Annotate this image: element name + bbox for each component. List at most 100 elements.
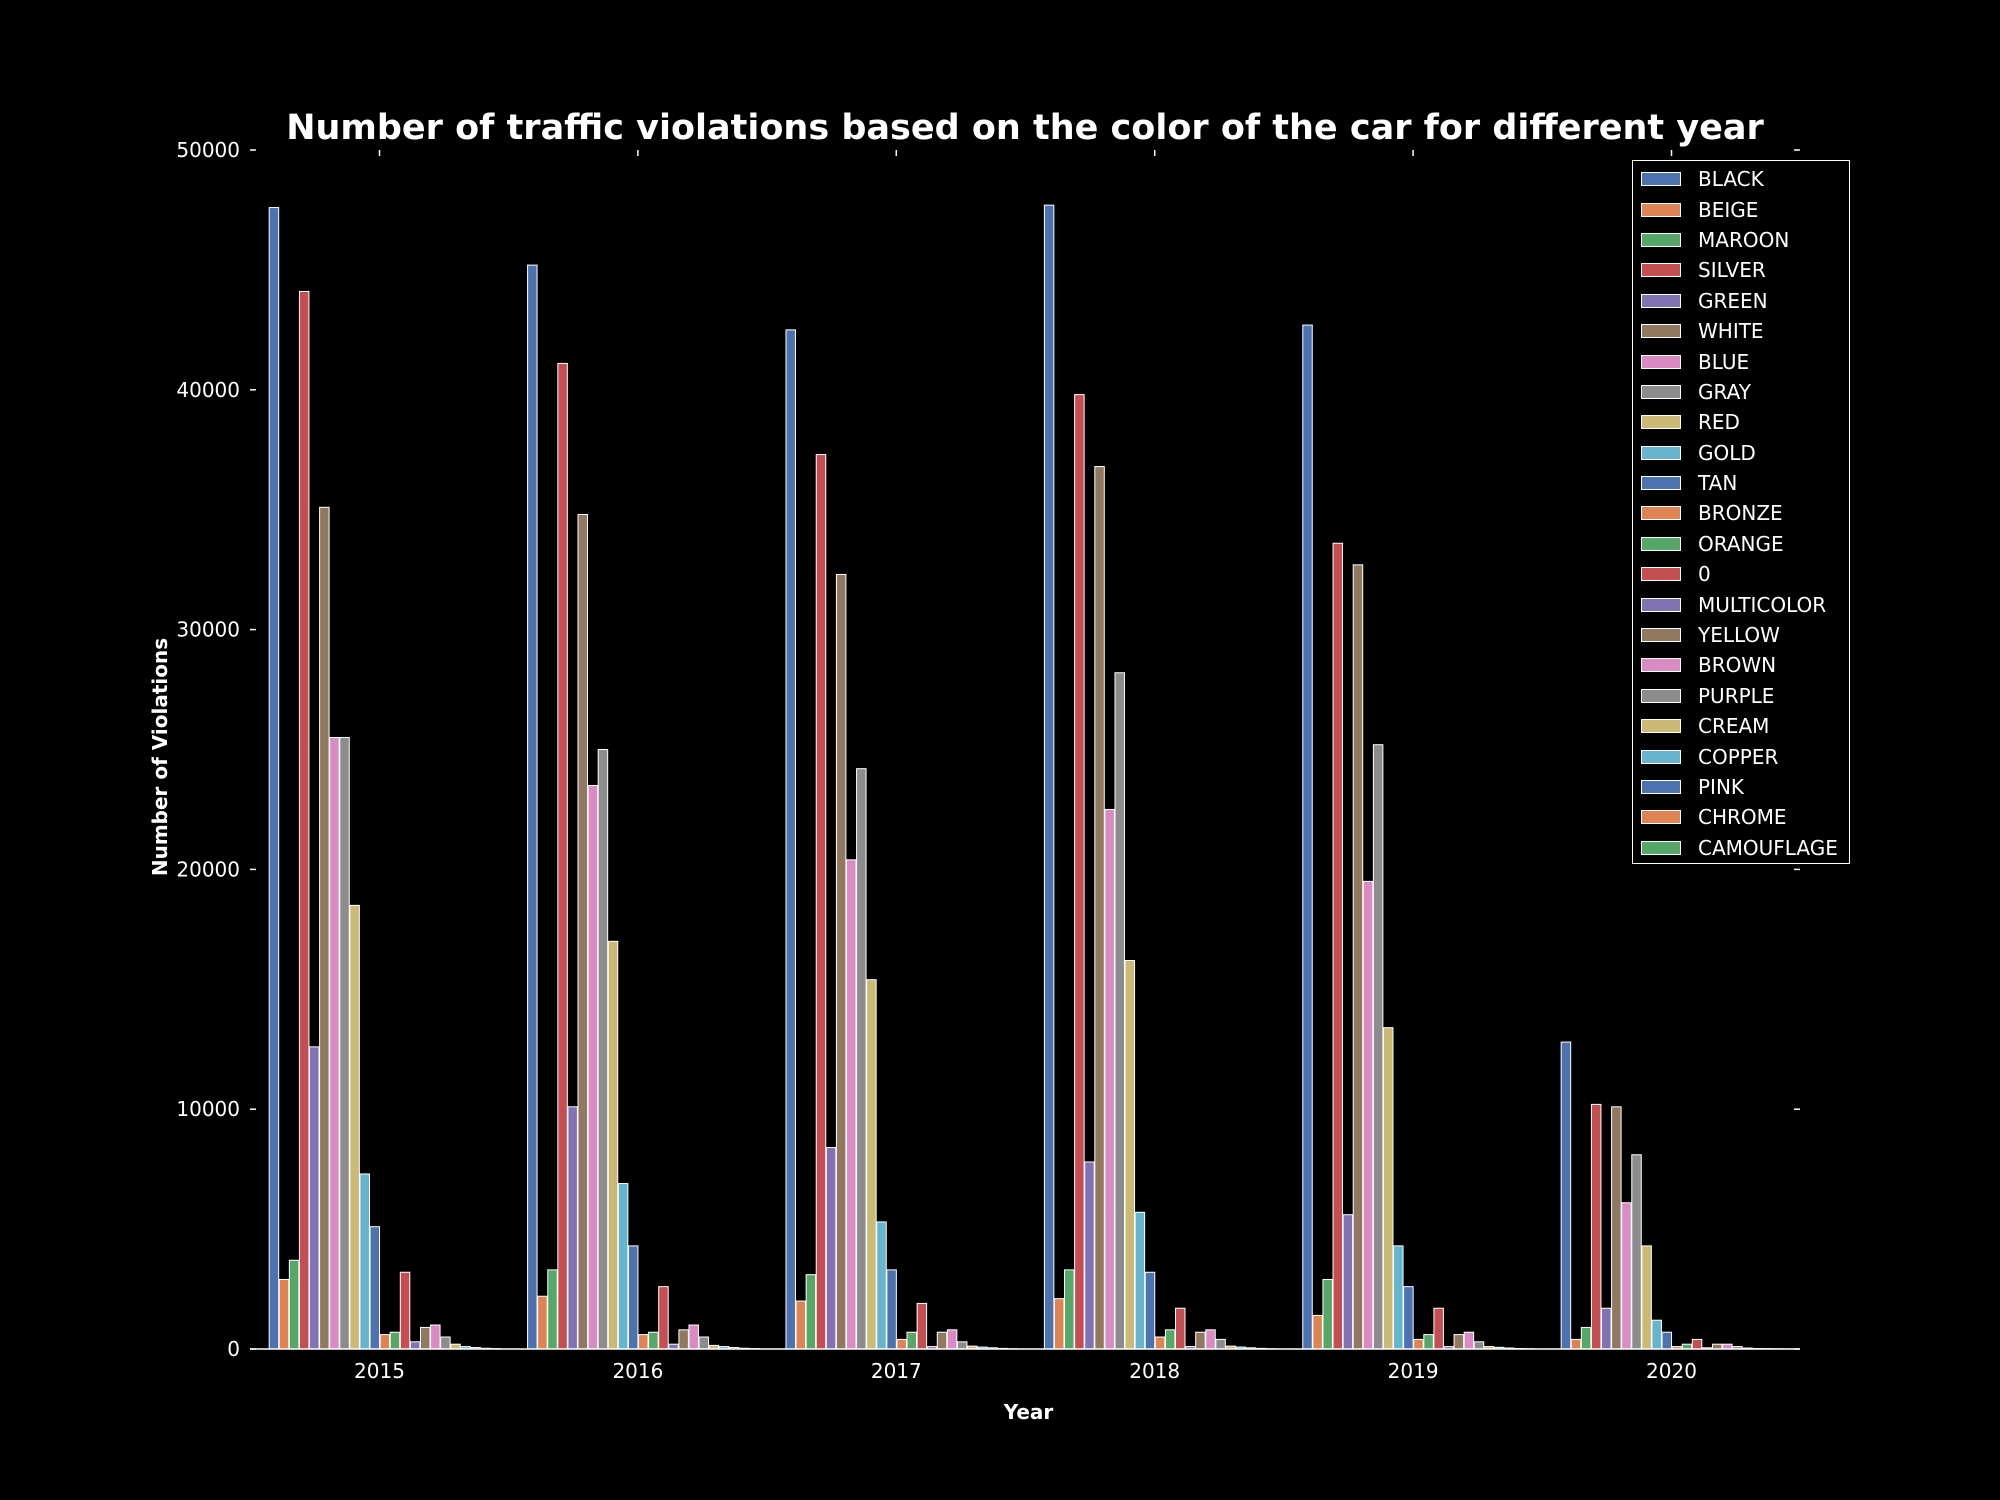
bar-red-2019 — [1382, 1027, 1394, 1350]
bar-green-2016 — [567, 1106, 578, 1350]
legend-item-brown: BROWN — [1633, 650, 1849, 680]
y-axis-title: Number of Violations — [148, 637, 172, 877]
legend-item-orange: ORANGE — [1633, 529, 1849, 559]
legend-item-green: GREEN — [1633, 286, 1849, 316]
bar-red-2016 — [607, 940, 619, 1350]
x-tick-label: 2019 — [1388, 1359, 1439, 1383]
legend-swatch — [1641, 232, 1681, 247]
legend-swatch — [1641, 506, 1681, 521]
bar-0-2018 — [1175, 1307, 1186, 1350]
bar-maroon-2019 — [1322, 1278, 1333, 1350]
legend-swatch — [1641, 688, 1681, 703]
legend-item-multicolor: MULTICOLOR — [1633, 589, 1849, 619]
legend-label: BLUE — [1698, 349, 1750, 374]
bar-white-2015 — [319, 506, 330, 1350]
legend-swatch — [1641, 202, 1681, 217]
bar-black-2020 — [1560, 1041, 1572, 1350]
bar-tan-2018 — [1144, 1271, 1156, 1350]
legend-item-maroon: MAROON — [1633, 225, 1849, 255]
legend-label: GOLD — [1698, 440, 1756, 465]
bar-white-2017 — [835, 573, 847, 1350]
bar-0-2019 — [1433, 1307, 1444, 1350]
bar-tan-2019 — [1403, 1286, 1414, 1350]
bar-black-2018 — [1043, 204, 1055, 1350]
legend-swatch — [1641, 324, 1681, 339]
y-tick-label: 20000 — [176, 857, 240, 881]
bar-yellow-2017 — [936, 1331, 948, 1350]
legend-swatch — [1641, 293, 1681, 308]
bar-blue-2020 — [1621, 1202, 1632, 1350]
legend-label: CHROME — [1698, 805, 1787, 830]
bar-gold-2017 — [876, 1221, 887, 1350]
bar-purple-2019 — [1473, 1341, 1485, 1350]
legend-item-gold: GOLD — [1633, 438, 1849, 468]
legend-swatch — [1641, 810, 1681, 825]
legend-label: YELLOW — [1698, 623, 1780, 648]
bar-0-2015 — [399, 1271, 411, 1350]
bar-orange-2018 — [1164, 1329, 1176, 1350]
bar-orange-2017 — [906, 1331, 918, 1350]
bar-bronze-2017 — [896, 1338, 907, 1350]
x-tick-label: 2015 — [354, 1359, 405, 1383]
bar-white-2018 — [1094, 466, 1105, 1350]
bar-maroon-2015 — [288, 1259, 300, 1350]
y-tick-label: 10000 — [176, 1097, 240, 1121]
bar-tan-2015 — [369, 1226, 381, 1350]
legend-item-white: WHITE — [1633, 316, 1849, 346]
legend-item-0: 0 — [1633, 559, 1849, 589]
legend-label: PINK — [1698, 775, 1745, 799]
legend-label: WHITE — [1698, 319, 1764, 344]
bar-beige-2019 — [1312, 1314, 1323, 1350]
legend-item-silver: SILVER — [1633, 255, 1849, 285]
bar-yellow-2018 — [1195, 1331, 1206, 1350]
bar-black-2017 — [785, 329, 796, 1350]
bar-white-2019 — [1352, 564, 1364, 1350]
legend-label: COPPER — [1698, 744, 1779, 769]
legend-label: MULTICOLOR — [1698, 592, 1827, 617]
legend-label: TAN — [1698, 471, 1738, 496]
bar-yellow-2016 — [678, 1329, 689, 1350]
bar-maroon-2017 — [805, 1274, 817, 1350]
bar-silver-2018 — [1074, 394, 1085, 1350]
bar-beige-2016 — [537, 1295, 548, 1350]
bar-maroon-2020 — [1580, 1326, 1592, 1350]
bar-green-2019 — [1342, 1214, 1354, 1350]
bar-yellow-2019 — [1453, 1334, 1465, 1350]
bar-yellow-2015 — [419, 1326, 431, 1350]
bar-brown-2017 — [946, 1329, 958, 1350]
bar-bronze-2019 — [1413, 1338, 1424, 1350]
legend-item-yellow: YELLOW — [1633, 620, 1849, 650]
legend-swatch — [1641, 263, 1681, 278]
bar-orange-2019 — [1423, 1334, 1434, 1350]
legend-label: 0 — [1698, 562, 1711, 587]
bar-bronze-2016 — [638, 1334, 649, 1350]
bar-multicolor-2015 — [409, 1341, 421, 1350]
y-tick-label: 50000 — [176, 138, 240, 162]
axes-layer: 0 10000 20000 30000 40000 50000 2015 2016 2017 20… — [176, 138, 1800, 1383]
bar-brown-2018 — [1205, 1329, 1216, 1350]
legend-swatch — [1641, 840, 1681, 855]
legend-swatch — [1641, 719, 1681, 734]
bar-gold-2020 — [1651, 1319, 1662, 1350]
bar-black-2016 — [527, 264, 538, 1350]
bar-bronze-2015 — [379, 1334, 391, 1350]
bar-blue-2015 — [329, 737, 340, 1350]
bar-gray-2015 — [339, 737, 350, 1350]
legend-item-purple: PURPLE — [1633, 681, 1849, 711]
legend-label: GREEN — [1698, 288, 1768, 313]
bar-gray-2016 — [597, 749, 609, 1350]
bar-tan-2016 — [627, 1245, 639, 1350]
bar-purple-2018 — [1215, 1338, 1226, 1350]
bar-silver-2015 — [298, 290, 310, 1350]
x-axis-title: Year — [1003, 1400, 1054, 1424]
legend-label: RED — [1698, 410, 1740, 435]
legend-label: MAROON — [1698, 227, 1790, 252]
bar-beige-2017 — [795, 1300, 807, 1350]
legend-swatch — [1641, 536, 1681, 551]
legend-item-black: BLACK — [1633, 164, 1849, 194]
bar-gold-2015 — [359, 1173, 370, 1350]
bar-green-2018 — [1084, 1161, 1095, 1350]
legend-item-chrome: CHROME — [1633, 802, 1849, 832]
bar-orange-2016 — [648, 1331, 659, 1350]
